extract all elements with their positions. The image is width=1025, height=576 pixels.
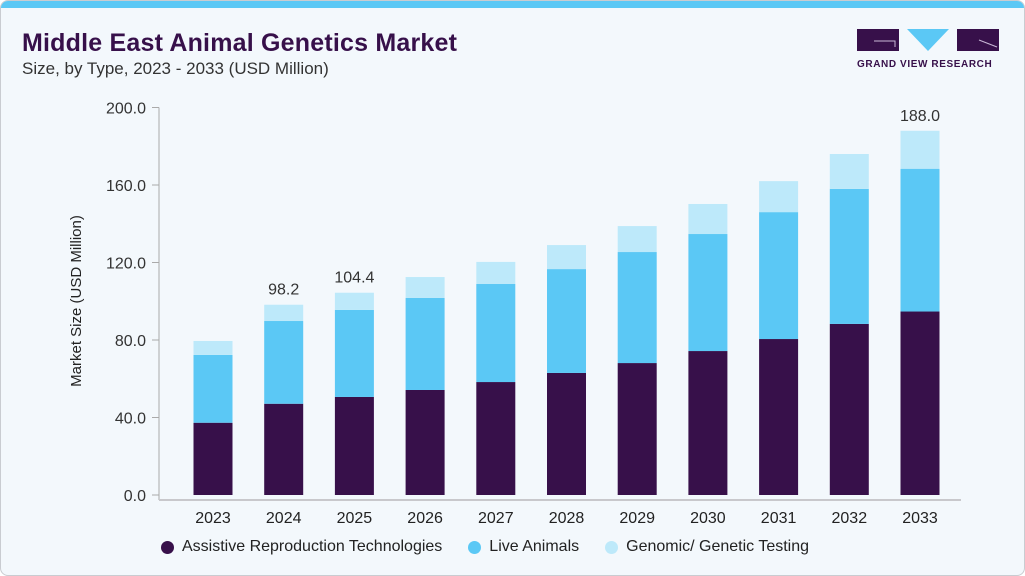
- y-tick-label: 120.0: [106, 256, 146, 273]
- bar-segment-art: [264, 403, 304, 495]
- legend-swatch: [468, 540, 482, 554]
- x-tick-label: 2030: [690, 510, 726, 527]
- chart-title: Middle East Animal Genetics Market: [22, 29, 458, 57]
- bar-segment-art: [334, 396, 374, 495]
- bar-segment-genomic-testing: [829, 154, 869, 189]
- bar-segment-live-animals: [829, 188, 869, 324]
- chart-subtitle: Size, by Type, 2023 - 2033 (USD Million): [22, 59, 329, 78]
- bar-segment-art: [900, 311, 940, 495]
- x-tick-label: 2023: [195, 510, 231, 527]
- y-tick-label: 80.0: [115, 333, 146, 350]
- x-tick-label: 2029: [619, 510, 655, 527]
- bar-segment-genomic-testing: [759, 181, 799, 213]
- x-tick-label: 2024: [266, 510, 302, 527]
- data-label: 104.4: [334, 270, 374, 287]
- bar-segment-live-animals: [264, 321, 304, 404]
- bar-segment-art: [193, 422, 233, 495]
- x-tick-label: 2031: [761, 510, 797, 527]
- bar-segment-art: [476, 382, 516, 495]
- x-tick-label: 2033: [902, 510, 938, 527]
- data-label: 98.2: [268, 282, 299, 299]
- bar-segment-live-animals: [900, 168, 940, 312]
- legend-swatch: [161, 540, 174, 554]
- bar-segment-art: [617, 363, 657, 495]
- y-axis-title: Market Size (USD Million): [68, 215, 85, 387]
- bar-segment-live-animals: [617, 252, 657, 364]
- bar-segment-live-animals: [193, 354, 233, 423]
- bar-segment-art: [759, 339, 799, 495]
- bar-segment-live-animals: [405, 297, 445, 390]
- bar-segment-genomic-testing: [264, 304, 304, 322]
- legend-label: Assistive Reproduction Technologies: [182, 538, 443, 555]
- bar-segment-genomic-testing: [900, 130, 940, 169]
- bar-segment-genomic-testing: [405, 277, 445, 298]
- bar-segment-live-animals: [547, 269, 586, 373]
- legend: Assistive Reproduction Technologies Live…: [161, 538, 809, 556]
- x-tick-label: 2027: [478, 510, 514, 527]
- bar-segment-genomic-testing: [688, 203, 728, 235]
- bar-segment-genomic-testing: [547, 245, 586, 270]
- y-tick-label: 200.0: [106, 101, 146, 118]
- y-tick-label: 160.0: [106, 178, 146, 195]
- bar-segment-art: [688, 351, 728, 495]
- bar-segment-genomic-testing: [617, 226, 657, 253]
- bar-segment-art: [405, 389, 445, 495]
- legend-item-genomic-testing: Genomic/ Genetic Testing: [605, 538, 809, 556]
- bar-segment-art: [829, 323, 869, 495]
- grand-view-research-logo: [857, 29, 999, 51]
- bar-segment-genomic-testing: [334, 292, 374, 310]
- legend-swatch: [605, 540, 619, 554]
- bar-segment-art: [547, 372, 586, 495]
- data-label: 188.0: [900, 108, 940, 125]
- bar-segment-live-animals: [334, 309, 374, 397]
- x-tick-label: 2028: [549, 510, 585, 527]
- y-tick-label: 0.0: [124, 488, 146, 505]
- legend-label: Genomic/ Genetic Testing: [626, 538, 810, 555]
- legend-item-live-animals: Live Animals: [468, 538, 579, 556]
- bar-segment-genomic-testing: [476, 261, 516, 285]
- bar-segment-genomic-testing: [193, 340, 233, 355]
- bar-segment-live-animals: [759, 212, 799, 340]
- x-tick-label: 2026: [407, 510, 443, 527]
- legend-label: Live Animals: [489, 538, 580, 555]
- accent-bar: [1, 1, 1024, 8]
- x-tick-label: 2025: [337, 510, 373, 527]
- logo-text: GRAND VIEW RESEARCH: [857, 59, 993, 70]
- bar-segment-live-animals: [476, 284, 516, 383]
- y-tick-label: 40.0: [115, 411, 146, 428]
- legend-item-art: Assistive Reproduction Technologies: [161, 538, 442, 556]
- x-tick-label: 2032: [832, 510, 868, 527]
- bar-segment-live-animals: [688, 234, 728, 352]
